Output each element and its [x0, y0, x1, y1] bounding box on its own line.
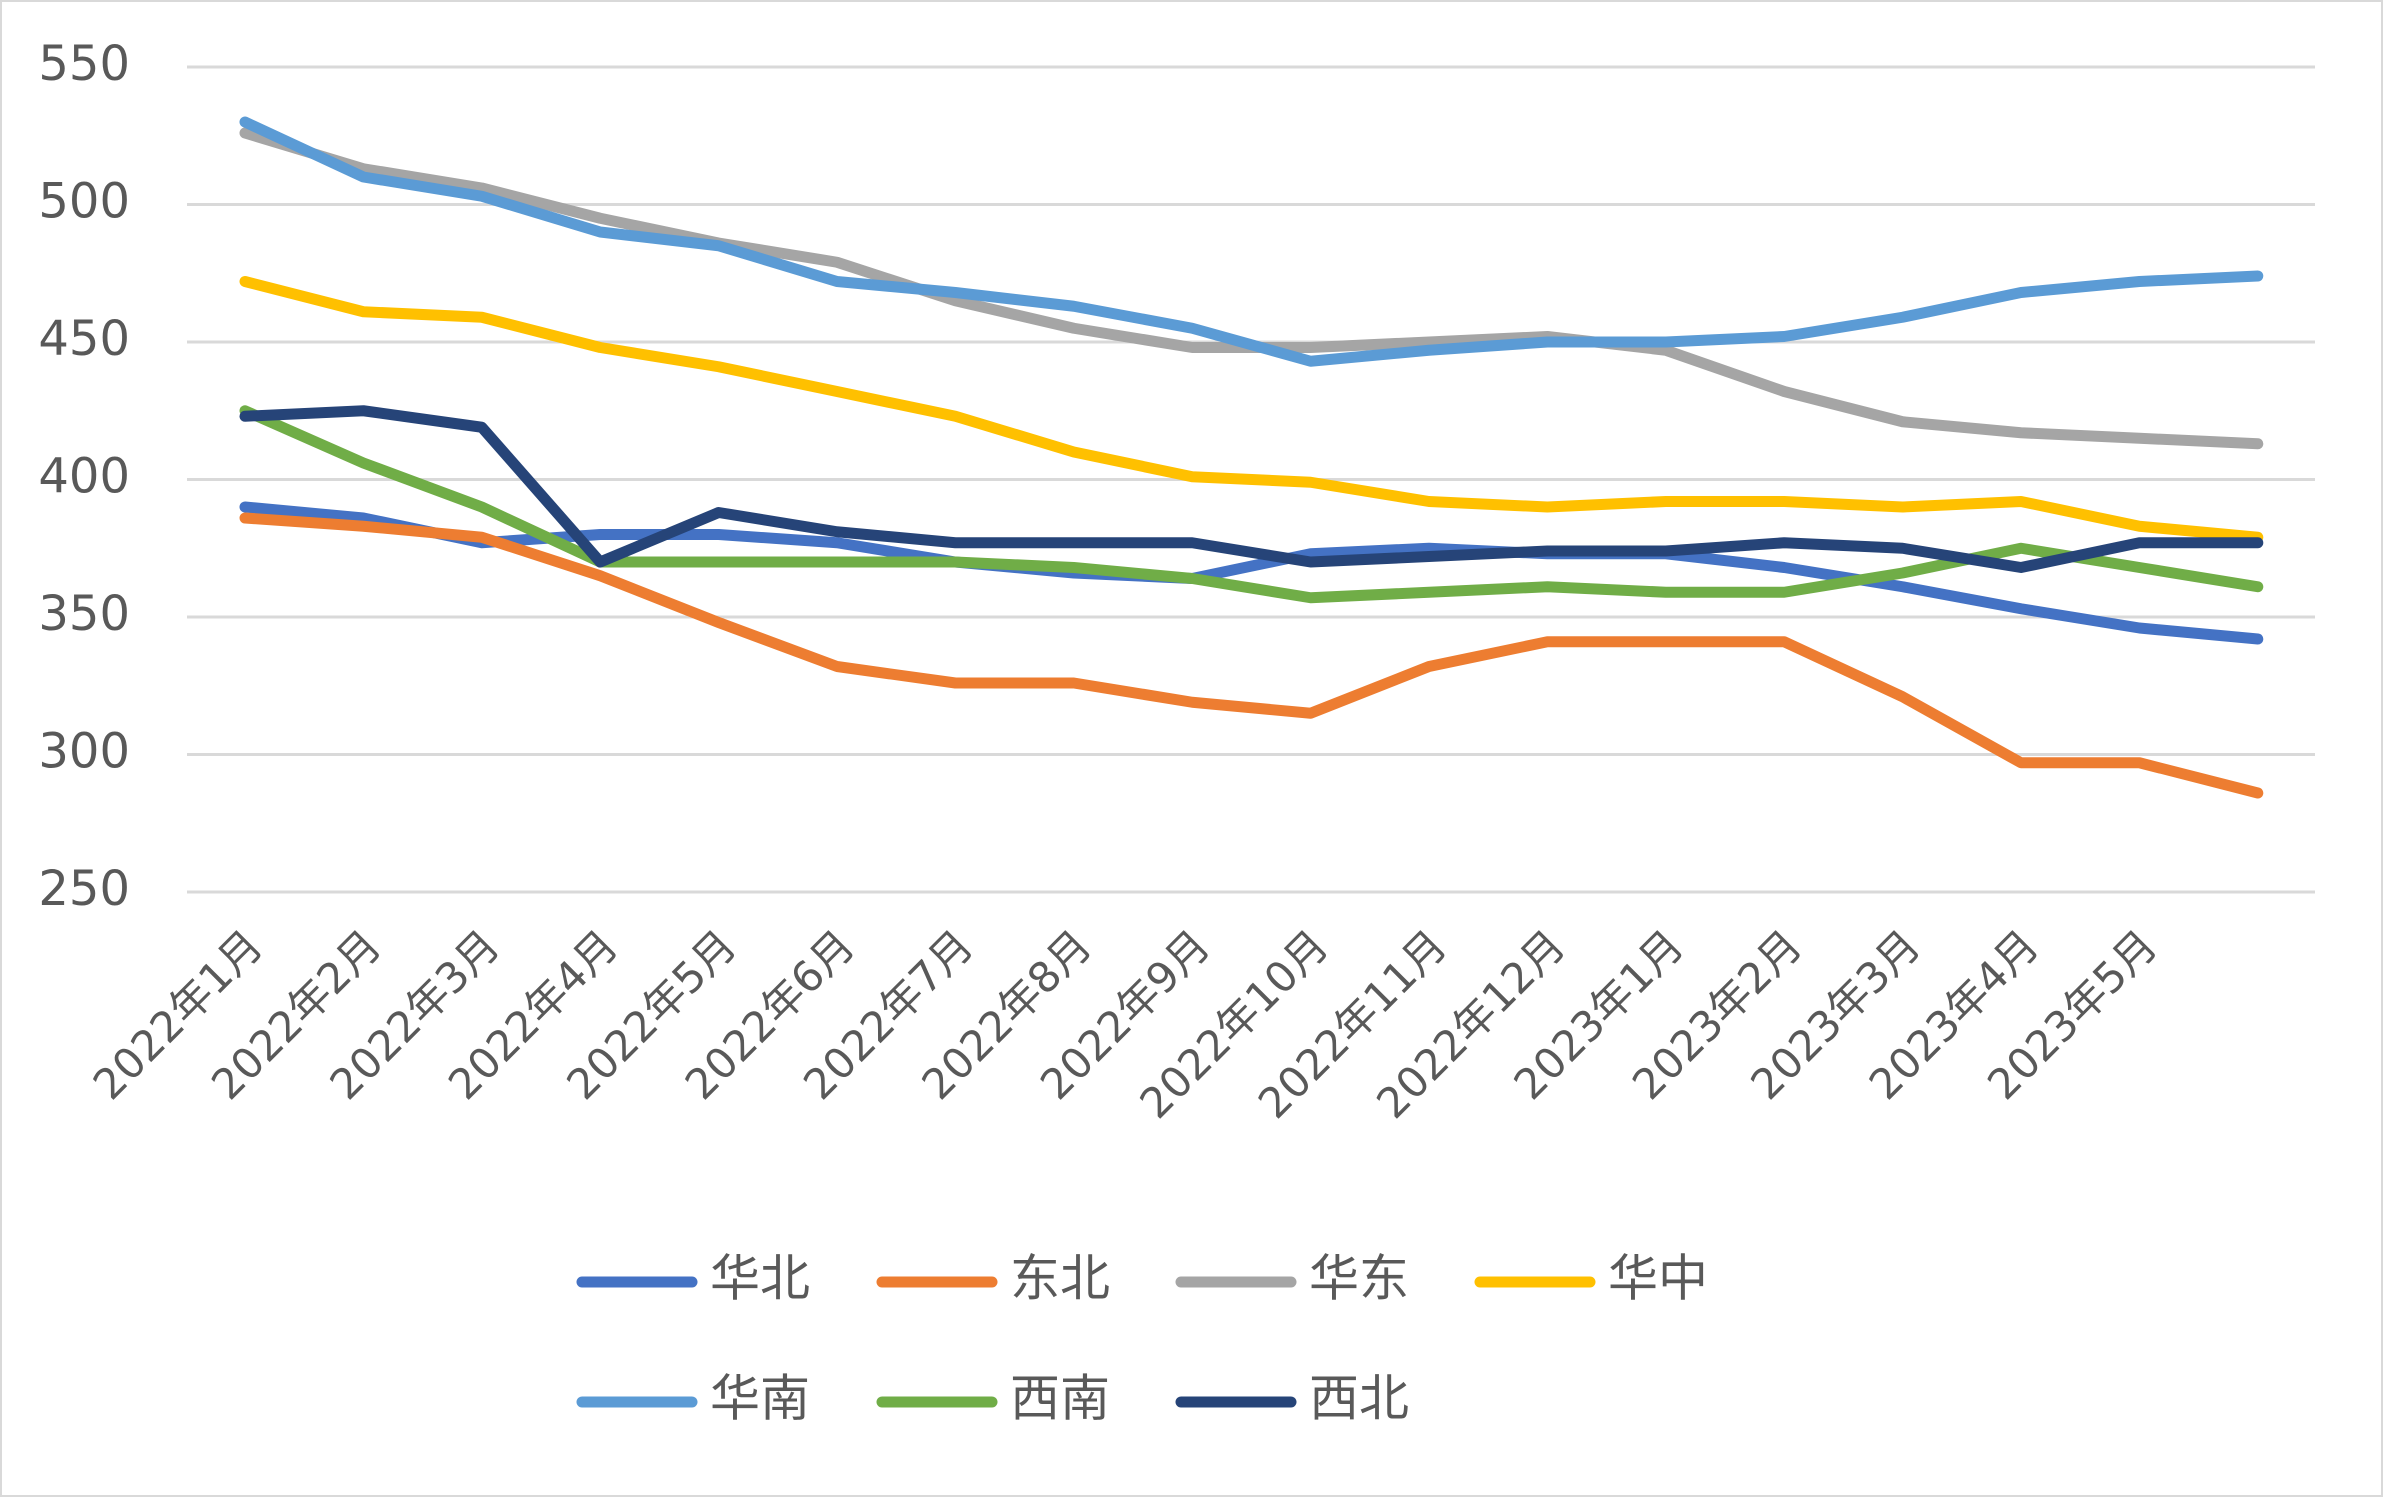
- series-line: [239, 116, 2264, 367]
- y-tick-label: 300: [38, 724, 130, 780]
- legend-label: 华北: [710, 1250, 810, 1308]
- series-line: [239, 405, 2264, 604]
- legend-label: 华东: [1309, 1250, 1409, 1308]
- legend-label: 华南: [710, 1370, 810, 1428]
- y-tick-label: 500: [38, 174, 130, 230]
- series-line: [239, 276, 2264, 543]
- y-tick-label: 550: [38, 36, 130, 92]
- legend-label: 华中: [1608, 1250, 1708, 1308]
- legend-label: 西北: [1309, 1370, 1409, 1428]
- y-tick-label: 400: [38, 449, 130, 505]
- series-line: [239, 405, 2264, 573]
- legend-label: 西南: [1010, 1370, 1110, 1428]
- legend-label: 东北: [1010, 1250, 1110, 1308]
- y-tick-label: 350: [38, 586, 130, 642]
- series-line: [239, 512, 2264, 799]
- y-tick-label: 250: [38, 861, 130, 917]
- y-tick-label: 450: [38, 311, 130, 367]
